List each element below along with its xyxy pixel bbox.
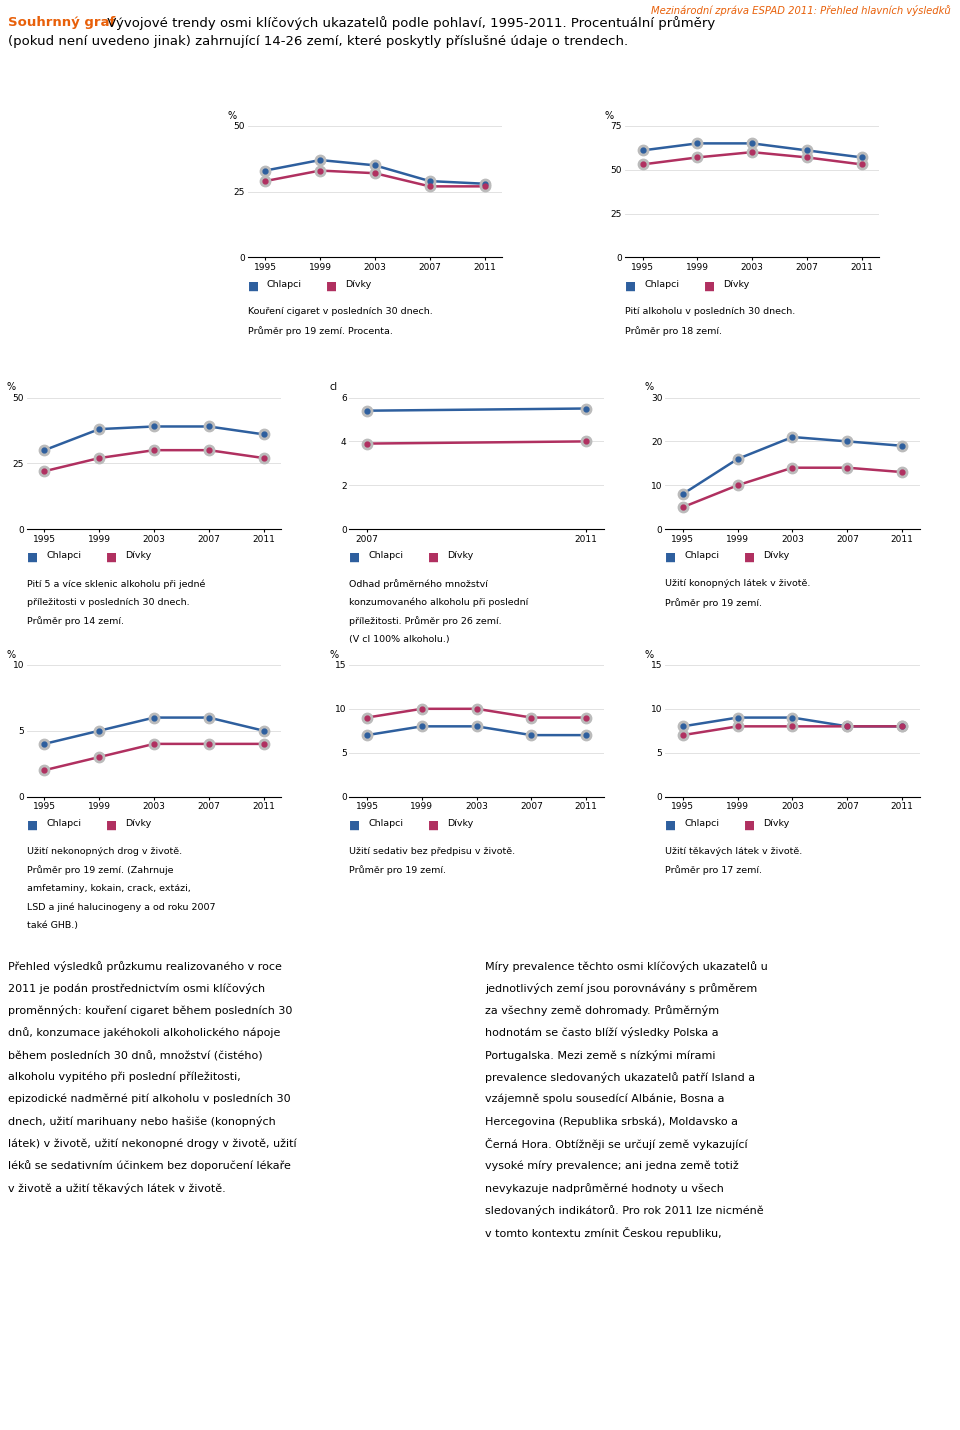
Text: %: % bbox=[329, 649, 338, 659]
Text: hodnotám se často blíží výsledky Polska a: hodnotám se často blíží výsledky Polska … bbox=[485, 1027, 718, 1038]
Text: ■: ■ bbox=[665, 818, 677, 832]
Text: ■: ■ bbox=[106, 551, 117, 565]
Text: Míry prevalence těchto osmi klíčových ukazatelů u: Míry prevalence těchto osmi klíčových uk… bbox=[485, 961, 768, 972]
Text: Dívky: Dívky bbox=[125, 551, 151, 561]
Text: Pití 5 a více sklenic alkoholu při jedné: Pití 5 a více sklenic alkoholu při jedné bbox=[27, 579, 205, 589]
Text: během posledních 30 dnů, množství (čistého): během posledních 30 dnů, množství (čisté… bbox=[8, 1050, 262, 1061]
Text: Dívky: Dívky bbox=[763, 818, 789, 828]
Text: Odhad průměrného množství: Odhad průměrného množství bbox=[349, 579, 489, 589]
Text: látek) v životě, užití nekonopné drogy v životě, užití: látek) v životě, užití nekonopné drogy v… bbox=[8, 1138, 297, 1148]
Text: Přehled výsledků průzkumu realizovaného v roce: Přehled výsledků průzkumu realizovaného … bbox=[8, 961, 281, 972]
Text: ■: ■ bbox=[349, 551, 361, 565]
Text: příležitosti. Průměr pro 26 zemí.: příležitosti. Průměr pro 26 zemí. bbox=[349, 616, 502, 626]
Text: za všechny země dohromady. Průměrným: za všechny země dohromady. Průměrným bbox=[485, 1005, 719, 1017]
Text: dnech, užití marihuany nebo hašiše (konopných: dnech, užití marihuany nebo hašiše (kono… bbox=[8, 1115, 276, 1127]
Text: ■: ■ bbox=[744, 818, 756, 832]
Text: Průměr pro 18 zemí.: Průměr pro 18 zemí. bbox=[625, 326, 722, 336]
Text: ■: ■ bbox=[326, 280, 338, 293]
Text: alkoholu vypitého při poslední příležitosti,: alkoholu vypitého při poslední příležito… bbox=[8, 1072, 240, 1083]
Text: Vývojové trendy osmi klíčových ukazatelů podle pohlaví, 1995-2011. Procentuální : Vývojové trendy osmi klíčových ukazatelů… bbox=[103, 16, 715, 30]
Text: (pokud není uvedeno jinak) zahrnující 14-26 zemí, které poskytly příslušné údaje: (pokud není uvedeno jinak) zahrnující 14… bbox=[8, 34, 628, 49]
Text: Průměr pro 17 zemí.: Průměr pro 17 zemí. bbox=[665, 865, 762, 875]
Text: (V cl 100% alkoholu.): (V cl 100% alkoholu.) bbox=[349, 635, 450, 644]
Text: ■: ■ bbox=[744, 551, 756, 565]
Text: %: % bbox=[228, 110, 236, 120]
Text: ■: ■ bbox=[106, 818, 117, 832]
Text: Dívky: Dívky bbox=[447, 818, 473, 828]
Text: Kouření cigaret v posledních 30 dnech.: Kouření cigaret v posledních 30 dnech. bbox=[248, 307, 432, 316]
Text: Průměr pro 19 zemí. Procenta.: Průměr pro 19 zemí. Procenta. bbox=[248, 326, 393, 336]
Text: Průměr pro 19 zemí. (Zahrnuje: Průměr pro 19 zemí. (Zahrnuje bbox=[27, 865, 174, 875]
Text: Mezinárodní zpráva ESPAD 2011: Přehled hlavních výsledků: Mezinárodní zpráva ESPAD 2011: Přehled h… bbox=[651, 4, 950, 16]
Text: Užití konopných látek v životě.: Užití konopných látek v životě. bbox=[665, 579, 810, 588]
Text: Chlapci: Chlapci bbox=[644, 280, 679, 289]
Text: v životě a užití těkavých látek v životě.: v životě a užití těkavých látek v životě… bbox=[8, 1183, 226, 1194]
Text: %: % bbox=[7, 382, 15, 392]
Text: příležitosti v posledních 30 dnech.: příležitosti v posledních 30 dnech. bbox=[27, 598, 189, 606]
Text: Dívky: Dívky bbox=[447, 551, 473, 561]
Text: Průměr pro 19 zemí.: Průměr pro 19 zemí. bbox=[349, 865, 446, 875]
Text: ■: ■ bbox=[428, 818, 440, 832]
Text: cl: cl bbox=[329, 382, 337, 392]
Text: vzájemně spolu sousedící Albánie, Bosna a: vzájemně spolu sousedící Albánie, Bosna … bbox=[485, 1094, 724, 1104]
Text: Chlapci: Chlapci bbox=[684, 818, 719, 828]
Text: ■: ■ bbox=[428, 551, 440, 565]
Text: %: % bbox=[605, 110, 613, 120]
Text: Portugalska. Mezi země s nízkými mírami: Portugalska. Mezi země s nízkými mírami bbox=[485, 1050, 715, 1061]
Text: 2011 je podán prostřednictvím osmi klíčových: 2011 je podán prostřednictvím osmi klíčo… bbox=[8, 984, 265, 994]
Text: Dívky: Dívky bbox=[763, 551, 789, 561]
Text: Užití sedativ bez předpisu v životě.: Užití sedativ bez předpisu v životě. bbox=[349, 847, 516, 855]
Text: Pití alkoholu v posledních 30 dnech.: Pití alkoholu v posledních 30 dnech. bbox=[625, 307, 795, 316]
Text: Užití těkavých látek v životě.: Užití těkavých látek v životě. bbox=[665, 847, 803, 855]
Text: sledovaných indikátorů. Pro rok 2011 lze nicméně: sledovaných indikátorů. Pro rok 2011 lze… bbox=[485, 1204, 763, 1216]
Text: jednotlivých zemí jsou porovnávány s průměrem: jednotlivých zemí jsou porovnávány s prů… bbox=[485, 984, 757, 994]
Text: Chlapci: Chlapci bbox=[46, 551, 81, 561]
Text: léků se sedativním účinkem bez doporučení lékaře: léků se sedativním účinkem bez doporučen… bbox=[8, 1161, 291, 1171]
Text: epizodické nadměrné pití alkoholu v posledních 30: epizodické nadměrné pití alkoholu v posl… bbox=[8, 1094, 290, 1104]
Text: v tomto kontextu zmínit Českou republiku,: v tomto kontextu zmínit Českou republiku… bbox=[485, 1227, 721, 1238]
Text: Chlapci: Chlapci bbox=[46, 818, 81, 828]
Text: Chlapci: Chlapci bbox=[267, 280, 301, 289]
Text: ■: ■ bbox=[349, 818, 361, 832]
Text: Průměr pro 14 zemí.: Průměr pro 14 zemí. bbox=[27, 616, 124, 626]
Text: nevykazuje nadprůměrné hodnoty u všech: nevykazuje nadprůměrné hodnoty u všech bbox=[485, 1183, 724, 1194]
Text: %: % bbox=[645, 649, 654, 659]
Text: prevalence sledovaných ukazatelů patří Island a: prevalence sledovaných ukazatelů patří I… bbox=[485, 1072, 755, 1083]
Text: ■: ■ bbox=[248, 280, 259, 293]
Text: ■: ■ bbox=[27, 818, 38, 832]
Text: Chlapci: Chlapci bbox=[369, 551, 403, 561]
Text: ■: ■ bbox=[704, 280, 715, 293]
Text: konzumovaného alkoholu při poslední: konzumovaného alkoholu při poslední bbox=[349, 598, 529, 608]
Text: také GHB.): také GHB.) bbox=[27, 921, 78, 930]
Text: ■: ■ bbox=[27, 551, 38, 565]
Text: ■: ■ bbox=[665, 551, 677, 565]
Text: %: % bbox=[645, 382, 654, 392]
Text: Dívky: Dívky bbox=[125, 818, 151, 828]
Text: Průměr pro 19 zemí.: Průměr pro 19 zemí. bbox=[665, 598, 762, 608]
Text: Dívky: Dívky bbox=[346, 280, 372, 289]
Text: proměnných: kouření cigaret během posledních 30: proměnných: kouření cigaret během posled… bbox=[8, 1005, 292, 1017]
Text: Užití nekonopných drog v životě.: Užití nekonopných drog v životě. bbox=[27, 847, 182, 855]
Text: Hercegovina (Republika srbská), Moldavsko a: Hercegovina (Republika srbská), Moldavsk… bbox=[485, 1115, 738, 1127]
Text: Chlapci: Chlapci bbox=[684, 551, 719, 561]
Text: %: % bbox=[7, 649, 15, 659]
Text: Chlapci: Chlapci bbox=[369, 818, 403, 828]
Text: amfetaminy, kokain, crack, extázi,: amfetaminy, kokain, crack, extázi, bbox=[27, 884, 191, 892]
Text: Souhrnný graf: Souhrnný graf bbox=[8, 16, 115, 30]
Text: Dívky: Dívky bbox=[723, 280, 749, 289]
Text: Černá Hora. Obtížněji se určují země vykazující: Černá Hora. Obtížněji se určují země vyk… bbox=[485, 1138, 748, 1150]
Text: dnů, konzumace jakéhokoli alkoholického nápoje: dnů, konzumace jakéhokoli alkoholického … bbox=[8, 1027, 280, 1038]
Text: LSD a jiné halucinogeny a od roku 2007: LSD a jiné halucinogeny a od roku 2007 bbox=[27, 902, 215, 912]
Text: ■: ■ bbox=[625, 280, 636, 293]
Text: vysoké míry prevalence; ani jedna země totiž: vysoké míry prevalence; ani jedna země t… bbox=[485, 1161, 738, 1171]
